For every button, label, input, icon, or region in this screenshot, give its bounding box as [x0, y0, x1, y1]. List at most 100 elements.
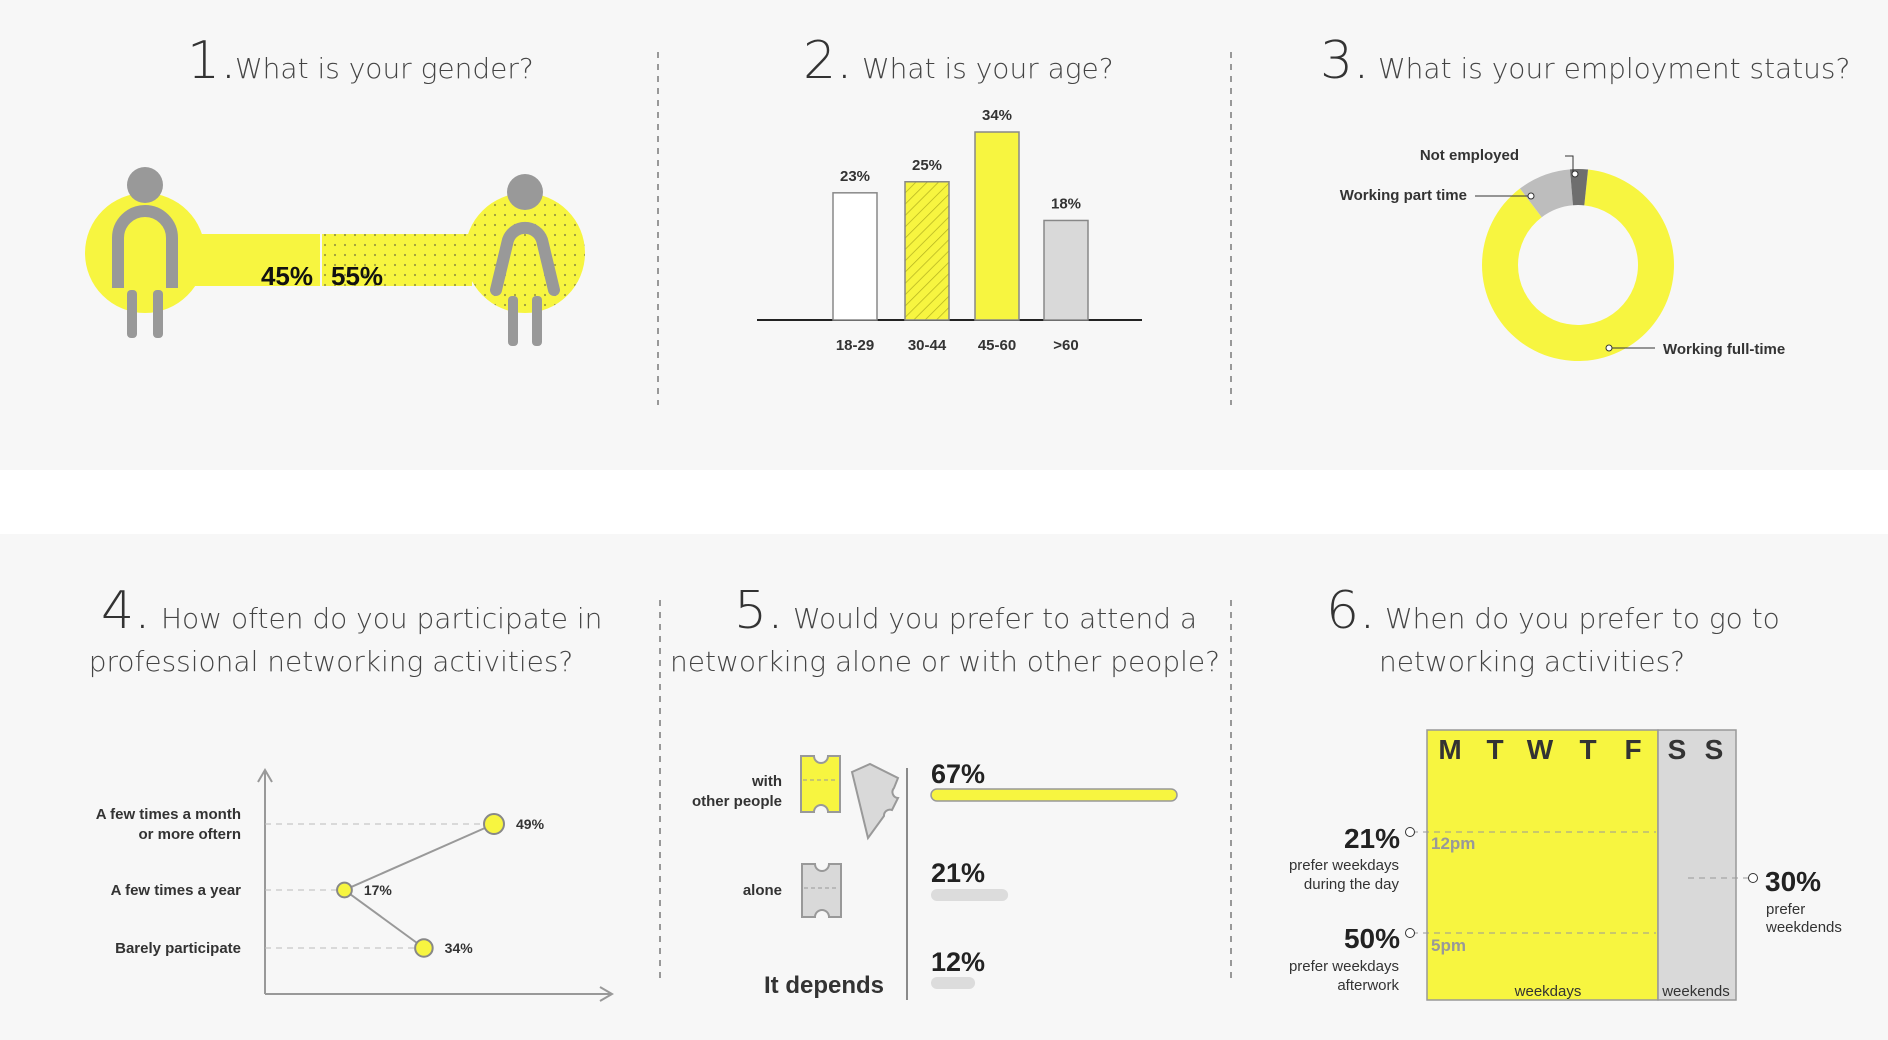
q1-number: 1. — [187, 31, 237, 91]
q6-number: 6. — [1326, 581, 1376, 641]
day-friday: F — [1624, 734, 1641, 765]
day-sunday: S — [1705, 734, 1724, 765]
q6-note-weekends-line1: prefer — [1766, 901, 1805, 918]
q6-question-line1: When do you prefer to go to — [1385, 602, 1780, 635]
q4-x-arrow — [599, 986, 614, 1002]
q4-point-label: 34% — [445, 940, 474, 956]
q5-question-line1: Would you prefer to attend a — [793, 602, 1197, 635]
q5-question-line2: networking alone or with other people? — [670, 645, 1220, 678]
q5-title: 5. Would you prefer to attend a networki… — [670, 581, 1220, 678]
q3-label-part-time: Working part time — [1340, 187, 1467, 204]
female-icon — [490, 174, 560, 346]
q6-title: 6. When do you prefer to go to networkin… — [1326, 581, 1780, 678]
q3-question: What is your employment status? — [1378, 52, 1850, 85]
q2-bar-45-60 — [974, 131, 1020, 321]
q2-tick-label: >60 — [1053, 337, 1078, 354]
q3-title: 3. What is your employment status? — [1320, 31, 1850, 91]
q2-bar->60 — [1043, 219, 1089, 321]
q6-pct-day: 21% — [1344, 823, 1400, 854]
q3-employment-donut — [1482, 169, 1674, 361]
q3-slice-working-part-time — [1519, 169, 1573, 218]
q2-tick-label: 18-29 — [836, 337, 874, 354]
q2-age-chart: 23% 18-29 25% 30-44 34% 45-60 18% >60 — [757, 107, 1142, 354]
q2-number: 2. — [803, 31, 853, 91]
q6-week-chart: M T W T F S S 12pm 5pm weekdays weekends… — [1289, 729, 1842, 1001]
q3-label-not-employed: Not employed — [1420, 147, 1519, 164]
weekdays-label: weekdays — [1514, 983, 1582, 1000]
q4-point — [414, 938, 434, 958]
male-icon — [112, 167, 178, 338]
q2-question: What is your age? — [862, 52, 1114, 85]
section-dividers — [657, 52, 1232, 980]
ticket-gray-icon — [801, 863, 842, 918]
q6-pct-afterwork: 50% — [1344, 923, 1400, 954]
q5-categories: with other people alone It depends — [692, 755, 908, 1000]
q5-label-with-line1: with — [751, 773, 782, 790]
q5-label-alone: alone — [743, 882, 782, 899]
q6-note-afterwork-line2: afterwork — [1337, 977, 1399, 994]
q4-question-line1: How often do you participate in — [161, 602, 602, 635]
q4-category-label: A few times a month — [96, 806, 241, 823]
female-bar — [322, 234, 472, 286]
q2-bar-value-label: 23% — [840, 168, 870, 185]
q2-title: 2. What is your age? — [803, 31, 1114, 91]
q2-bar-30-44 — [904, 181, 950, 321]
q4-title: 4. How often do you participate in profe… — [89, 581, 603, 678]
q3-number: 3. — [1320, 31, 1370, 91]
q5-bar — [931, 977, 976, 989]
q5-bar — [931, 889, 1009, 901]
q5-bar-label: 21% — [931, 858, 985, 888]
male-pct-label: 45% — [261, 261, 313, 291]
q4-category-label: Barely participate — [115, 940, 241, 957]
q4-category-label: A few times a year — [111, 882, 242, 899]
q6-note-day-line2: during the day — [1304, 876, 1400, 893]
q2-bar-value-label: 34% — [982, 107, 1012, 124]
q4-y-arrow — [257, 768, 273, 783]
time-5pm: 5pm — [1431, 936, 1466, 955]
q4-question-line2: professional networking activities? — [89, 645, 574, 678]
day-thursday: T — [1579, 734, 1596, 765]
q2-tick-label: 45-60 — [978, 337, 1016, 354]
q5-bar-label: 12% — [931, 947, 985, 977]
weekends-label: weekends — [1661, 983, 1730, 1000]
q5-bar — [930, 788, 1178, 802]
q4-frequency-chart: 49% A few times a month or more oftern 17% A… — [96, 768, 614, 1002]
time-12pm: 12pm — [1431, 834, 1475, 853]
q6-note-weekends-line2: weekdends — [1765, 919, 1842, 936]
day-tuesday: T — [1486, 734, 1503, 765]
q4-point — [336, 881, 353, 899]
q5-bar-label: 67% — [931, 759, 985, 789]
q3-label-full-time: Working full-time — [1663, 341, 1785, 358]
female-pct-label: 55% — [331, 261, 383, 291]
ticket-yellow-icon — [800, 755, 900, 841]
q2-bar-18-29 — [832, 192, 878, 321]
weekdays-block — [1426, 729, 1659, 1001]
q3-slice-working-full-time — [1482, 169, 1674, 361]
q5-label-with-line2: other people — [692, 793, 782, 810]
q4-point — [483, 813, 505, 835]
q1-gender-chart: 45% 55% — [85, 167, 585, 346]
q3-slice-not-employed — [1569, 169, 1589, 206]
day-saturday: S — [1668, 734, 1687, 765]
q4-number: 4. — [101, 581, 151, 641]
q5-label-depends: It depends — [764, 972, 884, 999]
q6-pct-weekends: 30% — [1765, 866, 1821, 897]
q5-number: 5. — [734, 581, 784, 641]
q2-bar-value-label: 18% — [1051, 195, 1081, 212]
q2-bar-value-label: 25% — [912, 157, 942, 174]
q4-category-label: or more oftern — [138, 826, 241, 843]
q6-note-afterwork-line1: prefer weekdays — [1289, 958, 1399, 975]
q2-tick-label: 30-44 — [908, 337, 947, 354]
q1-title: 1. What is your gender? — [187, 31, 534, 91]
day-monday: M — [1438, 734, 1461, 765]
female-circle — [465, 193, 585, 313]
q5-bars: 67% 21% 12% — [930, 759, 1178, 989]
q6-note-day-line1: prefer weekdays — [1289, 857, 1399, 874]
q3-callouts: Not employed Working part time Working f… — [1340, 147, 1785, 358]
day-wednesday: W — [1527, 734, 1554, 765]
q1-question: What is your gender? — [235, 52, 534, 85]
q6-question-line2: networking activities? — [1379, 645, 1685, 678]
q4-point-label: 49% — [516, 816, 545, 832]
q4-point-label: 17% — [364, 882, 393, 898]
